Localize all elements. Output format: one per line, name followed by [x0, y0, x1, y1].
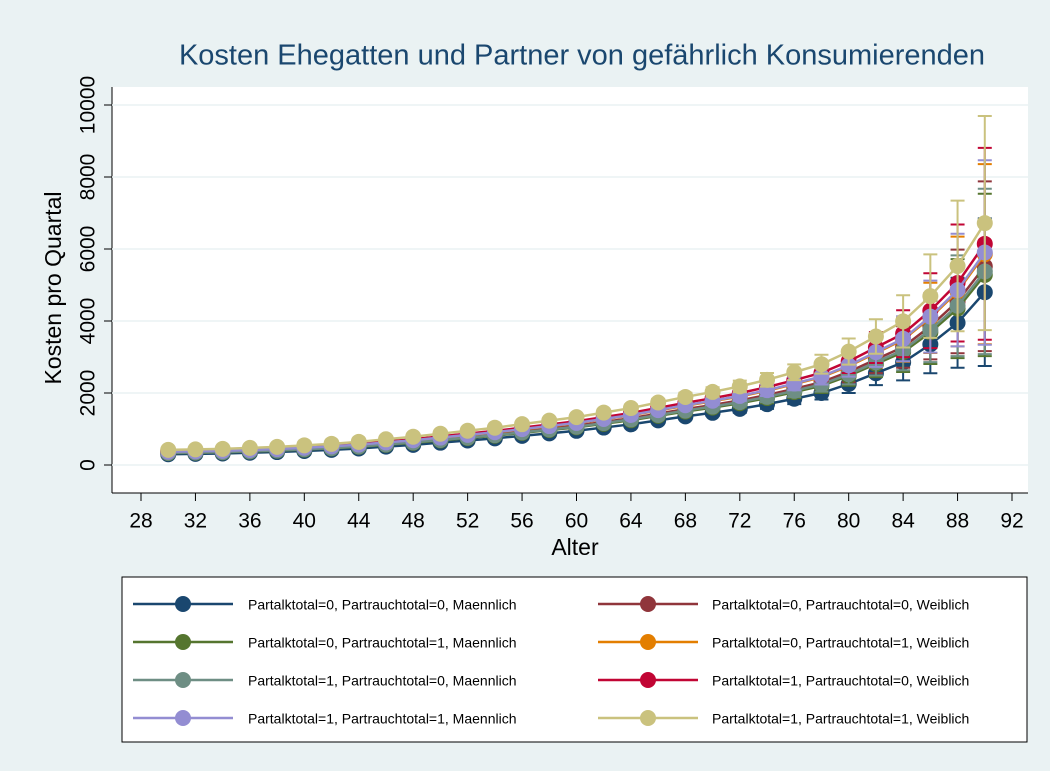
marker	[187, 441, 204, 458]
legend-marker	[640, 596, 656, 612]
x-tick-label: 88	[946, 510, 969, 533]
x-tick-label: 48	[402, 510, 425, 533]
legend-box	[121, 576, 1028, 743]
marker	[296, 437, 313, 454]
marker	[677, 388, 694, 405]
marker	[895, 313, 912, 330]
x-tick-label: 80	[837, 510, 860, 533]
x-tick-label: 40	[293, 510, 316, 533]
x-tick-label: 64	[619, 510, 643, 533]
legend-marker	[640, 710, 656, 726]
marker	[759, 371, 776, 388]
legend-marker	[175, 710, 191, 726]
marker	[949, 257, 966, 274]
x-tick-label: 52	[456, 510, 479, 533]
x-tick-label: 76	[783, 510, 806, 533]
x-tick-label: 60	[565, 510, 588, 533]
marker	[622, 400, 639, 417]
y-tick-label: 10000	[77, 76, 100, 134]
legend-marker	[640, 634, 656, 650]
x-tick-label: 68	[674, 510, 697, 533]
marker	[160, 441, 177, 458]
y-tick-label: 0	[77, 459, 100, 471]
x-axis-label: Alter	[551, 534, 599, 560]
marker	[323, 435, 340, 452]
x-tick-label: 56	[510, 510, 533, 533]
marker	[786, 364, 803, 381]
marker	[514, 416, 531, 433]
marker	[813, 356, 830, 373]
legend-label: Partalktotal=0, Partrauchtotal=0, Maennl…	[248, 597, 517, 613]
legend-label: Partalktotal=0, Partrauchtotal=1, Weibli…	[712, 635, 969, 651]
x-tick-label: 92	[1000, 510, 1023, 533]
marker	[731, 378, 748, 395]
marker	[976, 215, 993, 232]
marker	[377, 431, 394, 448]
legend-label: Partalktotal=1, Partrauchtotal=0, Maennl…	[248, 673, 517, 689]
chart-title: Kosten Ehegatten und Partner von gefährl…	[179, 40, 985, 72]
y-tick-label: 6000	[77, 226, 100, 273]
legend-marker	[175, 634, 191, 650]
legend-label: Partalktotal=0, Partrauchtotal=1, Maennl…	[248, 635, 517, 651]
y-axis-label: Kosten pro Quartal	[40, 191, 66, 384]
marker	[269, 438, 286, 455]
marker	[568, 409, 585, 426]
legend-label: Partalktotal=1, Partrauchtotal=1, Maennl…	[248, 711, 517, 727]
marker	[840, 343, 857, 360]
marker	[350, 433, 367, 450]
y-tick-label: 8000	[77, 154, 100, 201]
marker	[459, 422, 476, 439]
legend-marker	[175, 672, 191, 688]
legend-marker	[640, 672, 656, 688]
marker	[241, 439, 258, 456]
marker	[867, 328, 884, 345]
y-tick-label: 4000	[77, 298, 100, 345]
legend-label: Partalktotal=1, Partrauchtotal=1, Weibli…	[712, 711, 969, 727]
x-tick-label: 36	[238, 510, 261, 533]
legend-label: Partalktotal=0, Partrauchtotal=0, Weibli…	[712, 597, 969, 613]
x-tick-label: 84	[891, 510, 915, 533]
marker	[922, 288, 939, 305]
legend-label: Partalktotal=1, Partrauchtotal=0, Weibli…	[712, 673, 969, 689]
series	[160, 115, 993, 458]
x-tick-label: 72	[728, 510, 751, 533]
marker	[214, 440, 231, 457]
marker	[650, 394, 667, 411]
y-tick-label: 2000	[77, 370, 100, 417]
marker	[432, 425, 449, 442]
marker	[813, 368, 830, 385]
x-tick-label: 28	[129, 510, 152, 533]
marker	[704, 383, 721, 400]
marker	[595, 404, 612, 421]
x-tick-label: 44	[347, 510, 371, 533]
legend-marker	[175, 596, 191, 612]
marker	[486, 419, 503, 436]
marker	[541, 412, 558, 429]
marker	[405, 428, 422, 445]
x-tick-label: 32	[184, 510, 207, 533]
